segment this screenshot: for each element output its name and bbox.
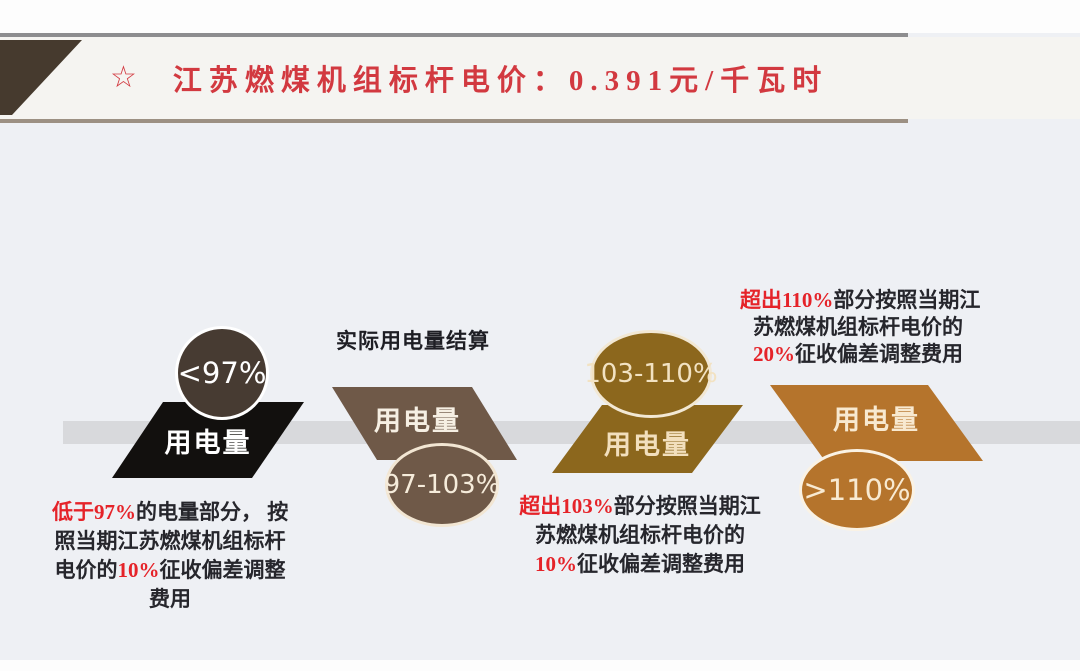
stage-4-range-value: >110% (803, 473, 911, 507)
note-line: 苏燃煤机组标杆电价的 (515, 521, 765, 550)
stage-2-range-value: 97-103% (383, 470, 501, 500)
stage-4-usage-shape: 用电量 (770, 385, 983, 461)
stage-4-range-badge: >110% (799, 449, 915, 531)
stage-3-usage-label: 用电量 (604, 429, 691, 460)
note-line: 苏燃煤机组标杆电价的 (740, 314, 976, 341)
settlement-label: 实际用电量结算 (336, 329, 490, 353)
note-red-segment: 10% (117, 558, 160, 582)
header-band (0, 37, 1080, 119)
note-line: 10%征收偏差调整费用 (515, 550, 765, 579)
header-top-rule (0, 33, 908, 37)
stage-2-usage-label: 用电量 (374, 406, 461, 436)
note-text-segment: 苏燃煤机组标杆电价的 (753, 315, 963, 339)
stage-1-range-value: <97% (177, 356, 267, 390)
stage-1-usage-label: 用电量 (164, 427, 252, 458)
page-title: 江苏燃煤机组标杆电价：0.391元/千瓦时 (172, 65, 829, 97)
star-icon: ☆ (110, 61, 137, 94)
stage-3-range-badge: 103-110% (584, 330, 718, 418)
note-text-segment: 部分按照当期江 (833, 288, 981, 312)
bottom-margin-strip (0, 660, 1080, 671)
note-text-segment: 征收偏差调整费用 (577, 552, 745, 576)
note-text-segment: 部分按照当期江 (613, 494, 761, 518)
top-margin-strip (0, 0, 1080, 33)
stage-2-range-badge: 97-103% (383, 443, 501, 527)
note-line: 照当期江苏燃煤机组标杆 (52, 527, 288, 556)
note-line: 超出110%部分按照当期江 (740, 287, 980, 314)
note-text-segment: 费用 (149, 587, 191, 611)
note-text-segment: 照当期江苏燃煤机组标杆 (54, 529, 286, 553)
note-below-97: 低于97%的电量部分， 按 照当期江苏燃煤机组标杆 电价的10%征收偏差调整 费… (52, 498, 288, 614)
header: ☆ 江苏燃煤机组标杆电价：0.391元/千瓦时 (110, 56, 828, 100)
note-line: 电价的10%征收偏差调整 (52, 556, 288, 585)
stage-1-range-badge: <97% (175, 326, 269, 420)
note-line: 超出103%部分按照当期江 (515, 492, 765, 521)
note-red-segment: 超出110% (740, 288, 834, 312)
stage-4-usage-label: 用电量 (833, 404, 920, 435)
note-above-110: 超出110%部分按照当期江 苏燃煤机组标杆电价的 20%征收偏差调整费用 (740, 287, 980, 368)
note-text-segment: 电价的 (54, 558, 118, 582)
note-text-segment: 苏燃煤机组标杆电价的 (535, 523, 745, 547)
note-red-segment: 超出103% (519, 494, 614, 518)
note-above-103: 超出103%部分按照当期江 苏燃煤机组标杆电价的 10%征收偏差调整费用 (515, 492, 765, 579)
stage-3-usage-shape: 用电量 (552, 405, 743, 473)
note-line: 20%征收偏差调整费用 (740, 341, 976, 368)
note-text-segment: 征收偏差调整费用 (795, 342, 963, 366)
header-bottom-rule (0, 119, 908, 123)
note-red-segment: 10% (535, 552, 577, 576)
note-line: 低于97%的电量部分， 按 (52, 498, 288, 527)
stage-3-range-value: 103-110% (584, 359, 718, 389)
note-text-segment: 征收偏差调整 (159, 558, 286, 582)
note-red-segment: 低于97% (52, 500, 136, 524)
note-text-segment: 的电量部分， 按 (136, 500, 289, 524)
note-red-segment: 20% (753, 342, 795, 366)
note-line: 费用 (52, 585, 288, 614)
